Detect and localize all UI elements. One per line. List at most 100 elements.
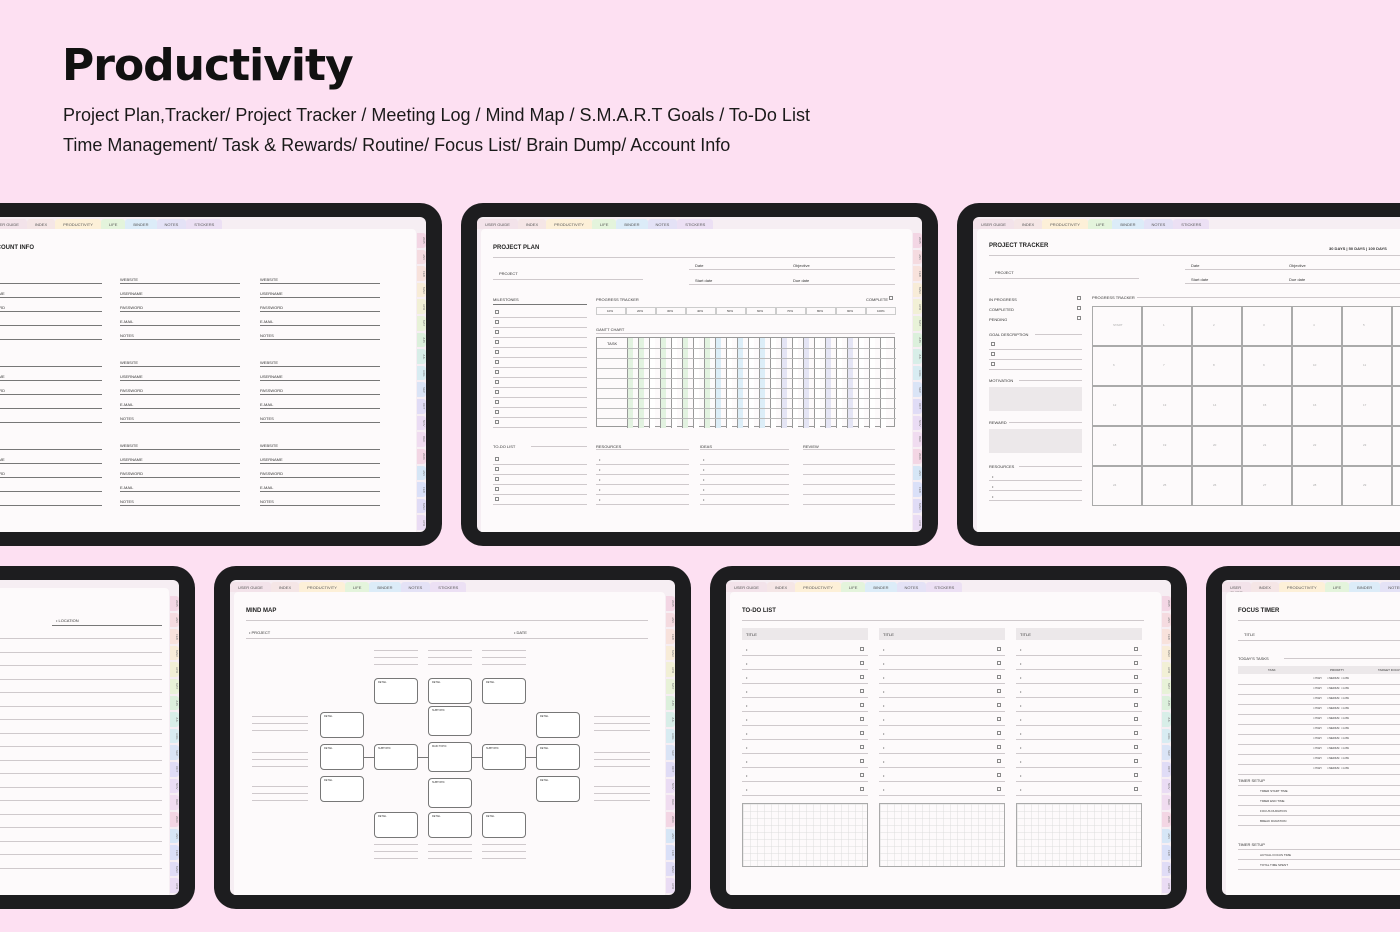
side-tab-3[interactable]: MAR <box>170 645 179 661</box>
checkbox[interactable] <box>495 457 499 461</box>
side-tab-16[interactable]: MAR <box>913 498 922 514</box>
tab-user-guide[interactable]: USER GUIDE <box>726 582 767 592</box>
tab-notes[interactable]: NOTES <box>400 582 431 592</box>
tracker-day-cell[interactable]: 11 <box>1342 346 1392 386</box>
checkbox[interactable] <box>860 787 864 791</box>
tracker-day-cell[interactable]: 16 <box>1292 386 1342 426</box>
tab-stickers[interactable]: STICKERS <box>430 582 467 592</box>
tracker-day-cell[interactable]: 23 <box>1342 426 1392 466</box>
side-tab-0[interactable]: 2025 <box>913 233 922 248</box>
mind-map-node[interactable]: DETAIL <box>374 812 418 838</box>
tracker-day-cell[interactable]: 6 <box>1092 346 1142 386</box>
side-tab-13[interactable]: 2026 <box>666 811 675 827</box>
checkbox[interactable] <box>1134 703 1138 707</box>
side-tab-13[interactable]: 2026 <box>913 448 922 464</box>
mind-map-node[interactable]: DETAIL <box>320 776 364 802</box>
priority-option[interactable]: □ LOW <box>1341 707 1349 710</box>
tab-life[interactable]: LIFE <box>1087 219 1113 229</box>
priority-option[interactable]: □ MEDIUM <box>1327 717 1340 720</box>
tab-binder[interactable]: BINDER <box>865 582 897 592</box>
priority-option[interactable]: □ HIGH <box>1313 677 1322 680</box>
side-tab-14[interactable]: JAN <box>666 828 675 844</box>
checkbox[interactable] <box>991 352 995 356</box>
checkbox[interactable] <box>1134 745 1138 749</box>
tracker-day-cell[interactable]: 17 <box>1342 386 1392 426</box>
side-tab-15[interactable]: FEB <box>913 482 922 497</box>
tracker-day-cell[interactable]: 28 <box>1292 466 1342 506</box>
checkbox[interactable] <box>1134 787 1138 791</box>
side-tab-17[interactable]: APR <box>913 515 922 530</box>
priority-option[interactable]: □ MEDIUM <box>1327 697 1340 700</box>
side-tab-6[interactable]: JUN <box>913 332 922 348</box>
priority-option[interactable]: □ MEDIUM <box>1327 707 1340 710</box>
tab-user-guide[interactable]: USER GUIDE <box>973 219 1014 229</box>
tracker-day-cell[interactable] <box>1392 466 1400 506</box>
tab-productivity[interactable]: PRODUCTIVITY <box>1042 219 1088 229</box>
side-tab-17[interactable]: APR <box>666 878 675 893</box>
tab-productivity[interactable]: PRODUCTIVITY <box>55 219 101 229</box>
side-tab-2[interactable]: FEB <box>170 629 179 644</box>
progress-cell[interactable]: 70% <box>776 307 806 315</box>
checkbox[interactable] <box>997 689 1001 693</box>
mind-map-node[interactable]: DETAIL <box>536 776 580 802</box>
side-tab-9[interactable]: SEP <box>170 745 179 761</box>
side-tab-7[interactable]: JUL <box>170 712 179 727</box>
checkbox[interactable] <box>495 330 499 334</box>
side-tab-11[interactable]: NOV <box>666 778 675 794</box>
side-tab-10[interactable]: OCT <box>417 399 426 414</box>
tracker-day-cell[interactable]: 21 <box>1242 426 1292 466</box>
side-tab-16[interactable]: MAR <box>170 861 179 877</box>
notes-grid[interactable] <box>1016 803 1142 867</box>
side-tab-14[interactable]: JAN <box>1162 828 1171 844</box>
checkbox[interactable] <box>495 360 499 364</box>
side-tab-9[interactable]: SEP <box>417 382 426 398</box>
checkbox[interactable] <box>860 703 864 707</box>
side-tab-15[interactable]: FEB <box>417 482 426 497</box>
side-tab-12[interactable]: DEC <box>913 432 922 447</box>
tracker-day-cell[interactable]: 3 <box>1242 306 1292 346</box>
mind-map-node[interactable]: SUBTOPIC <box>482 744 526 770</box>
motivation-box[interactable] <box>989 387 1082 411</box>
checkbox[interactable] <box>1134 773 1138 777</box>
priority-option[interactable]: □ LOW <box>1341 767 1349 770</box>
tracker-day-cell[interactable]: 26 <box>1192 466 1242 506</box>
tracker-day-cell[interactable]: 5 <box>1342 306 1392 346</box>
side-tab-5[interactable]: MAY <box>1162 679 1171 694</box>
tracker-day-cell[interactable]: 7 <box>1142 346 1192 386</box>
tracker-day-cell[interactable]: START <box>1092 306 1142 346</box>
side-tab-12[interactable]: DEC <box>417 432 426 447</box>
mind-map-node[interactable]: MAIN TOPIC <box>428 742 472 772</box>
tab-stickers[interactable]: STICKERS <box>1173 219 1210 229</box>
progress-cell[interactable]: 20% <box>626 307 656 315</box>
priority-option[interactable]: □ HIGH <box>1313 727 1322 730</box>
side-tab-4[interactable]: APR <box>170 662 179 678</box>
checkbox[interactable] <box>991 362 995 366</box>
tab-binder[interactable]: BINDER <box>369 582 401 592</box>
tracker-day-cell[interactable]: 29 <box>1342 466 1392 506</box>
checkbox[interactable] <box>1077 296 1081 300</box>
side-tab-12[interactable]: DEC <box>170 795 179 810</box>
side-tab-4[interactable]: APR <box>417 299 426 315</box>
tab-index[interactable]: INDEX <box>270 582 300 592</box>
side-tab-1[interactable]: JAN <box>1162 612 1171 628</box>
side-tab-7[interactable]: JUL <box>913 349 922 364</box>
tab-life[interactable]: LIFE <box>840 582 866 592</box>
tracker-day-cell[interactable]: 10 <box>1292 346 1342 386</box>
tab-index[interactable]: INDEX <box>517 219 547 229</box>
tracker-day-cell[interactable]: 27 <box>1242 466 1292 506</box>
checkbox[interactable] <box>860 661 864 665</box>
tracker-day-cell[interactable] <box>1392 386 1400 426</box>
tab-notes[interactable]: NOTES <box>1380 582 1400 592</box>
checkbox[interactable] <box>860 647 864 651</box>
side-tab-14[interactable]: JAN <box>417 465 426 481</box>
tab-productivity[interactable]: PRODUCTIVITY <box>299 582 345 592</box>
side-tab-7[interactable]: JUL <box>1162 712 1171 727</box>
side-tab-10[interactable]: OCT <box>170 762 179 777</box>
side-tab-11[interactable]: NOV <box>170 778 179 794</box>
side-tab-16[interactable]: MAR <box>666 861 675 877</box>
priority-option[interactable]: □ HIGH <box>1313 757 1322 760</box>
checkbox[interactable] <box>997 759 1001 763</box>
tab-productivity[interactable]: PRODUCTIVITY <box>546 219 592 229</box>
side-tab-15[interactable]: FEB <box>170 845 179 860</box>
priority-option[interactable]: □ HIGH <box>1313 747 1322 750</box>
